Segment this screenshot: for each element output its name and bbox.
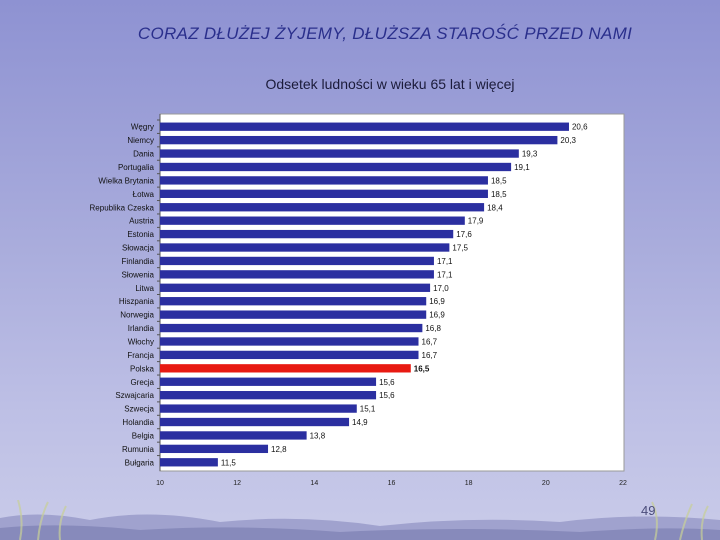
bar (160, 149, 519, 158)
bar (160, 297, 427, 306)
bar (160, 458, 218, 467)
category-label: Niemcy (127, 136, 154, 145)
bar (160, 189, 488, 198)
data-label: 18,5 (491, 190, 507, 199)
data-label: 16,8 (425, 324, 441, 333)
data-label: 20,6 (572, 123, 588, 132)
bar (160, 417, 350, 427)
data-label: 13,8 (310, 431, 326, 440)
category-label: Republika Czeska (90, 203, 155, 212)
category-label: Słowenia (122, 270, 155, 279)
category-label: Szwecja (124, 405, 154, 414)
data-label: 15,6 (379, 378, 395, 387)
bar (160, 270, 434, 279)
bar (160, 135, 558, 145)
category-label: Francja (127, 351, 154, 360)
page-number: 49 (641, 503, 656, 518)
bar (160, 323, 423, 333)
bar (160, 310, 427, 319)
category-label: Szwajcaria (115, 391, 154, 400)
data-label: 18,5 (491, 176, 507, 185)
data-label: 14,9 (352, 418, 368, 427)
category-label: Irlandia (128, 324, 155, 333)
x-tick-label: 22 (619, 480, 627, 487)
data-label: 12,8 (271, 445, 287, 454)
bar (160, 283, 431, 292)
data-label: 16,5 (414, 364, 430, 373)
category-label: Włochy (128, 337, 154, 346)
category-label: Finlandia (122, 257, 155, 266)
category-label: Rumunia (122, 445, 155, 454)
x-tick-label: 20 (542, 480, 550, 487)
x-tick-label: 14 (310, 480, 318, 487)
bar (160, 431, 307, 440)
slide-title: CORAZ DŁUŻEJ ŻYJEMY, DŁUŻSZA STAROŚĆ PRZ… (137, 24, 633, 43)
data-label: 19,3 (522, 150, 538, 159)
data-label: 16,9 (429, 297, 445, 306)
category-label: Łotwa (133, 190, 155, 199)
bar (160, 229, 454, 239)
category-label: Bułgaria (125, 458, 155, 467)
x-tick-label: 16 (388, 480, 396, 487)
data-label: 19,1 (514, 163, 530, 172)
category-label: Węgry (131, 123, 154, 132)
bar (160, 377, 377, 386)
data-label: 11,5 (221, 458, 237, 467)
bar (160, 176, 488, 185)
bar (160, 444, 269, 454)
data-label: 17,0 (433, 284, 449, 293)
data-label: 16,7 (422, 351, 438, 360)
data-label: 16,7 (422, 337, 438, 346)
data-label: 17,5 (452, 244, 468, 253)
category-label: Polska (130, 364, 155, 373)
category-label: Hiszpania (119, 297, 155, 306)
grass-stalks-icon (0, 500, 720, 540)
category-label: Norwegia (120, 311, 154, 320)
data-label: 17,6 (456, 230, 472, 239)
category-label: Dania (133, 150, 154, 159)
category-label: Belgia (132, 431, 155, 440)
data-label: 15,6 (379, 391, 395, 400)
bar (160, 337, 419, 346)
bar (160, 256, 434, 266)
x-tick-label: 18 (465, 480, 473, 487)
data-label: 17,1 (437, 257, 453, 266)
bar (160, 350, 419, 360)
x-tick-label: 10 (156, 480, 164, 487)
data-label: 15,1 (360, 405, 376, 414)
bar (160, 122, 569, 131)
data-label: 20,3 (560, 136, 576, 145)
category-label: Litwa (135, 284, 154, 293)
category-label: Estonia (127, 230, 154, 239)
category-label: Wielka Brytania (98, 176, 154, 185)
bar (160, 364, 411, 373)
category-label: Holandia (122, 418, 154, 427)
category-label: Austria (129, 217, 154, 226)
bar (160, 162, 512, 172)
bar (160, 203, 485, 212)
category-label: Portugalia (118, 163, 155, 172)
data-label: 17,1 (437, 270, 453, 279)
data-label: 16,9 (429, 311, 445, 320)
category-label: Słowacja (122, 244, 155, 253)
data-label: 17,9 (468, 217, 484, 226)
bar (160, 404, 357, 413)
bar (160, 243, 450, 252)
data-label: 18,4 (487, 203, 503, 212)
bar (160, 391, 377, 400)
chart-subtitle: Odsetek ludności w wieku 65 lat i więcej (265, 76, 515, 92)
bar (160, 216, 465, 225)
category-label: Grecja (130, 378, 154, 387)
x-tick-label: 12 (233, 480, 241, 487)
